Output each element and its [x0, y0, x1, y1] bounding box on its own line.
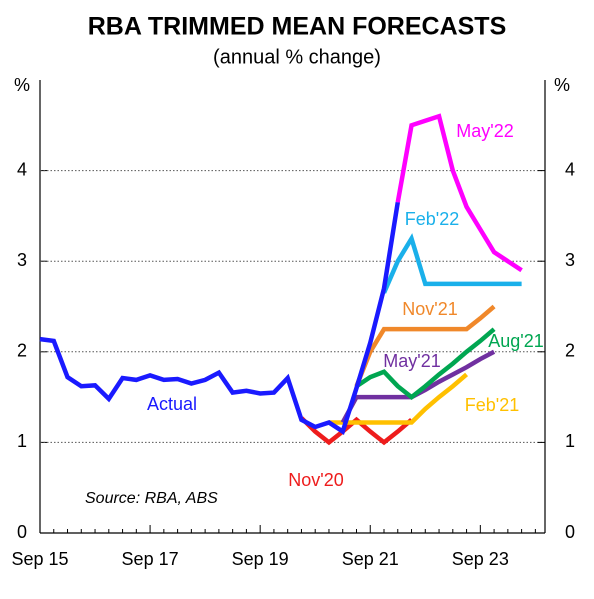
x-tick-label: Sep 21	[342, 549, 399, 569]
series-line	[395, 113, 523, 273]
series-label: Aug'21	[488, 331, 544, 351]
y-unit: %	[14, 75, 30, 95]
y-tick-label: 2	[17, 341, 27, 361]
y2-tick-label: 4	[565, 159, 575, 179]
y2-tick-label: 3	[565, 250, 575, 270]
x-tick-label: Sep 23	[452, 549, 509, 569]
series-label: Feb'22	[405, 209, 459, 229]
y2-tick-label: 2	[565, 341, 575, 361]
y-tick-label: 4	[17, 159, 27, 179]
y2-tick-label: 0	[565, 522, 575, 542]
chart-subtitle: (annual % change)	[213, 46, 381, 68]
x-tick-label: Sep 19	[232, 549, 289, 569]
y2-unit: %	[554, 75, 570, 95]
series-line	[328, 372, 469, 425]
x-tick-label: Sep 15	[11, 549, 68, 569]
source-note: Source: RBA, ABS	[85, 490, 218, 507]
y-tick-label: 1	[17, 431, 27, 451]
series-line	[355, 327, 496, 400]
series-label: Nov'21	[402, 299, 457, 319]
series-line	[381, 233, 522, 294]
series-line	[354, 304, 496, 388]
x-tick-label: Sep 17	[122, 549, 179, 569]
y-tick-label: 0	[17, 522, 27, 542]
series-label: May'22	[456, 121, 513, 141]
y-tick-label: 3	[17, 250, 27, 270]
series-line	[299, 416, 413, 446]
series-label: Feb'21	[465, 395, 519, 415]
series-line	[39, 201, 400, 436]
series-label: May'21	[383, 351, 440, 371]
y2-tick-label: 1	[565, 431, 575, 451]
chart-title: RBA TRIMMED MEAN FORECASTS	[88, 13, 507, 41]
series-label: Actual	[147, 394, 197, 414]
series-label: Nov'20	[288, 470, 343, 490]
